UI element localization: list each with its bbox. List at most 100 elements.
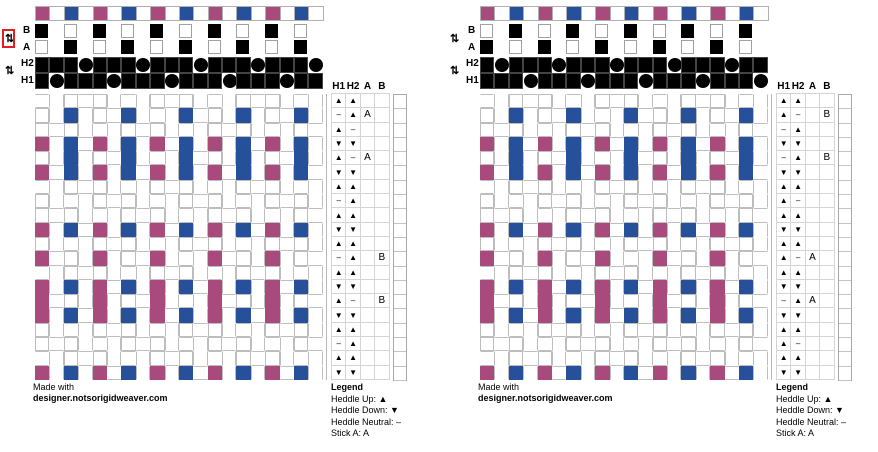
stick-a-state[interactable] bbox=[359, 278, 376, 295]
h1-state[interactable]: ▲ bbox=[775, 336, 792, 352]
treadling-row[interactable]: ▲ ▲ bbox=[330, 264, 390, 280]
stick-a-state[interactable] bbox=[359, 135, 376, 152]
stick-cell[interactable] bbox=[193, 24, 207, 39]
h2-state[interactable]: ▼ bbox=[790, 164, 806, 180]
stick-a-state[interactable] bbox=[804, 107, 821, 123]
row-marker-cell[interactable] bbox=[394, 281, 406, 296]
row-marker-cell[interactable] bbox=[839, 224, 851, 238]
stick-cell[interactable] bbox=[494, 40, 508, 55]
stick-b-state[interactable] bbox=[819, 92, 835, 109]
h2-state[interactable]: ▲ bbox=[790, 321, 806, 338]
stick-cell[interactable] bbox=[623, 24, 638, 39]
stick-a-state[interactable] bbox=[359, 164, 376, 180]
treadling-row[interactable]: ▲ – bbox=[775, 336, 835, 352]
warp-color-cell[interactable] bbox=[538, 6, 553, 21]
row-marker-cell[interactable] bbox=[394, 209, 406, 224]
h2-state[interactable]: ▼ bbox=[790, 221, 806, 237]
row-marker-cell[interactable] bbox=[839, 267, 851, 281]
heddle-slot[interactable] bbox=[667, 57, 682, 73]
heddle-hole[interactable] bbox=[250, 73, 266, 89]
stick-cell[interactable] bbox=[207, 40, 222, 55]
stick-b-state[interactable] bbox=[374, 92, 390, 109]
h2-state[interactable]: ▲ bbox=[345, 193, 361, 209]
stick-cell[interactable] bbox=[739, 24, 753, 39]
heddle-hole[interactable] bbox=[609, 73, 624, 89]
warp-color-cell[interactable] bbox=[682, 6, 697, 21]
stick-b-state[interactable] bbox=[819, 235, 835, 252]
stick-cell[interactable] bbox=[308, 40, 322, 55]
stick-cell[interactable] bbox=[92, 40, 107, 55]
warp-color-cell[interactable] bbox=[653, 6, 669, 21]
heddle-hole[interactable] bbox=[566, 57, 581, 73]
stick-cell[interactable] bbox=[178, 24, 193, 39]
warp-color-cell[interactable] bbox=[639, 6, 654, 21]
heddle-hole[interactable] bbox=[63, 57, 79, 73]
heddle-hole[interactable] bbox=[480, 57, 495, 73]
heddle-slot[interactable] bbox=[308, 57, 323, 73]
heddle-hole[interactable] bbox=[92, 73, 107, 89]
stick-cell[interactable] bbox=[178, 40, 193, 55]
stick-a-state[interactable] bbox=[359, 193, 376, 209]
heddle-hole[interactable] bbox=[724, 73, 740, 89]
h2-state[interactable]: ▲ bbox=[790, 92, 806, 109]
h2-state[interactable]: ▲ bbox=[345, 350, 361, 366]
row-marker-column[interactable] bbox=[838, 94, 852, 381]
stick-a-state[interactable] bbox=[359, 121, 376, 137]
row-marker-cell[interactable] bbox=[394, 224, 406, 238]
stick-cell[interactable] bbox=[610, 40, 624, 55]
heddle-slot[interactable] bbox=[695, 73, 711, 89]
stick-b-state[interactable] bbox=[374, 336, 390, 352]
stick-cell[interactable] bbox=[696, 24, 710, 39]
h2-state[interactable]: ▲ bbox=[345, 207, 361, 223]
h2-state[interactable]: – bbox=[345, 293, 361, 309]
heddle-slot[interactable] bbox=[250, 57, 266, 73]
warp-color-cell[interactable] bbox=[295, 6, 310, 21]
warp-color-cell[interactable] bbox=[495, 6, 510, 21]
heddle-hole[interactable] bbox=[35, 57, 50, 73]
stick-b-state[interactable] bbox=[374, 321, 390, 338]
stick-a-state[interactable] bbox=[359, 178, 376, 195]
heddle-slot[interactable] bbox=[193, 57, 208, 73]
warp-color-cell[interactable] bbox=[179, 6, 195, 21]
warp-color-cell[interactable] bbox=[165, 6, 180, 21]
stick-cell[interactable] bbox=[265, 24, 279, 39]
stick-cell[interactable] bbox=[150, 40, 164, 55]
h1-state[interactable]: ▼ bbox=[775, 307, 792, 323]
treadling-row[interactable]: ▲ – B bbox=[775, 107, 835, 123]
treadling-row[interactable]: ▲ ▲ bbox=[330, 92, 390, 109]
stick-b-state[interactable] bbox=[374, 121, 390, 137]
h2-state[interactable]: ▲ bbox=[345, 321, 361, 338]
warp-color-cell[interactable] bbox=[50, 6, 65, 21]
h1-state[interactable]: ▼ bbox=[775, 278, 792, 295]
heddle-hole[interactable] bbox=[638, 57, 653, 73]
row-marker-cell[interactable] bbox=[394, 352, 406, 367]
h2-state[interactable]: ▲ bbox=[790, 178, 806, 195]
treadling-row[interactable]: ▼ ▼ bbox=[330, 364, 390, 380]
stick-cell[interactable] bbox=[725, 40, 739, 55]
stick-cell[interactable] bbox=[681, 24, 695, 39]
swap-sticks-icon[interactable]: ⇅ bbox=[1, 29, 16, 48]
h2-state[interactable]: ▼ bbox=[345, 164, 361, 180]
heddle-hole[interactable] bbox=[279, 57, 295, 73]
warp-color-cell[interactable] bbox=[223, 6, 238, 21]
stick-cell[interactable] bbox=[251, 40, 265, 55]
h1-state[interactable]: ▼ bbox=[330, 278, 347, 295]
heddle-hole[interactable] bbox=[537, 57, 552, 73]
heddle-hole[interactable] bbox=[236, 57, 251, 73]
warp-color-cell[interactable] bbox=[280, 6, 296, 21]
stick-b-state[interactable] bbox=[819, 193, 835, 209]
stick-cell[interactable] bbox=[523, 40, 537, 55]
h1-state[interactable]: ▼ bbox=[330, 221, 347, 237]
stick-cell[interactable] bbox=[207, 24, 222, 39]
warp-color-cell[interactable] bbox=[596, 6, 611, 21]
h1-state[interactable]: – bbox=[775, 293, 792, 309]
stick-b-state[interactable] bbox=[819, 350, 835, 366]
warp-color-cell[interactable] bbox=[107, 6, 123, 21]
h1-state[interactable]: ▼ bbox=[775, 164, 792, 180]
stick-cell[interactable] bbox=[681, 40, 695, 55]
stick-cell[interactable] bbox=[280, 40, 294, 55]
warp-color-cell[interactable] bbox=[509, 6, 525, 21]
h2-state[interactable]: – bbox=[790, 107, 806, 123]
h2-state[interactable]: – bbox=[345, 150, 361, 166]
stick-a-state[interactable] bbox=[804, 193, 821, 209]
